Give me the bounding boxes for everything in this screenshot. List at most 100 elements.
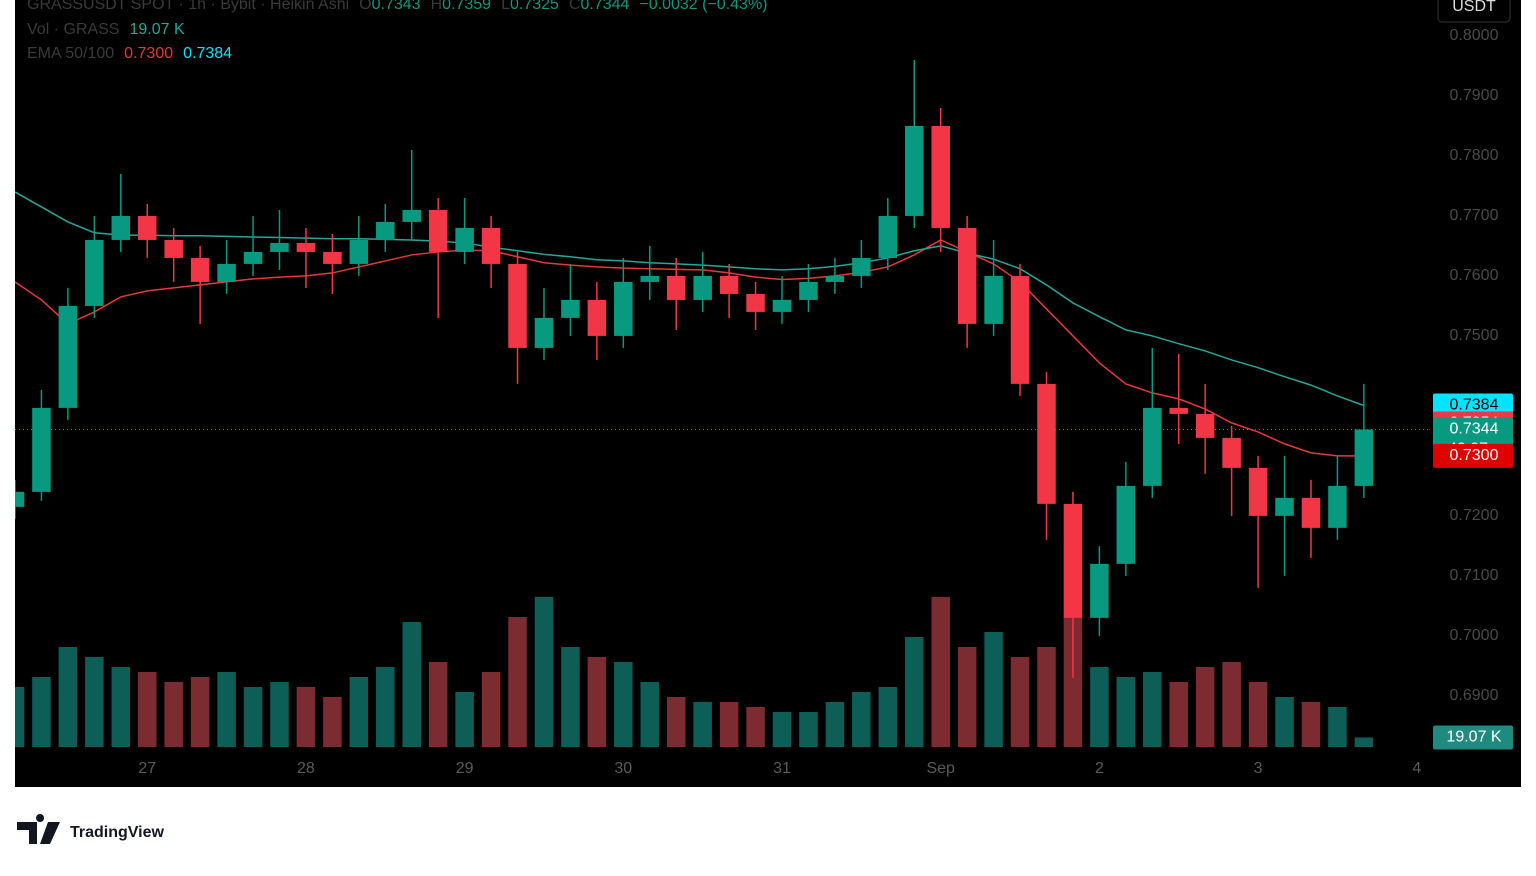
change: −0.0032 (−0.43%)	[639, 0, 767, 13]
volume-tag-label: 19.07 K	[1446, 729, 1501, 746]
volume-bar	[746, 707, 765, 747]
candle-body	[957, 227, 977, 324]
currency[interactable]: USDT	[1452, 0, 1496, 15]
volume-bar	[137, 672, 157, 747]
candle-body	[772, 299, 792, 312]
volume-bar	[58, 647, 78, 747]
candle-body	[534, 317, 554, 348]
candle-body	[111, 215, 131, 240]
volume-legend: Vol · GRASS	[27, 21, 119, 38]
candle-body	[428, 209, 448, 252]
candle-body	[1195, 413, 1215, 438]
candle-body	[825, 275, 845, 282]
candle-body	[878, 215, 898, 258]
brand-logo	[17, 814, 60, 844]
volume-bar	[1090, 667, 1109, 747]
candle-body	[217, 263, 236, 282]
volume-bar	[296, 687, 316, 747]
volume-bar	[904, 637, 924, 747]
volume-bar	[243, 687, 263, 747]
volume-bar	[508, 617, 527, 747]
volume-bar	[270, 682, 289, 747]
ema-line	[15, 191, 1365, 407]
y-tick-label: 0.7700	[1450, 207, 1499, 224]
x-tick-label: 29	[456, 760, 474, 777]
price-tag-label: 0.7384	[1450, 397, 1499, 414]
candle-body	[1301, 497, 1321, 528]
ohlc-value: 0.7325	[510, 0, 559, 13]
price-tag	[1433, 443, 1513, 468]
legend-row: Vol · GRASS 19.07 K	[27, 21, 185, 38]
volume-bar	[1301, 702, 1321, 747]
volume-bar	[984, 632, 1003, 747]
y-tick-label: 0.7000	[1450, 627, 1499, 644]
currency-button[interactable]	[1437, 0, 1511, 23]
volume-bar	[376, 667, 395, 747]
candle-body	[190, 257, 210, 282]
volume-bar	[878, 687, 898, 747]
brand: TradingView	[70, 824, 165, 841]
candle-body	[904, 125, 924, 216]
ema-legend: EMA 50/100	[27, 45, 114, 62]
candle-body	[614, 281, 633, 336]
y-tick-label: 0.7500	[1450, 327, 1499, 344]
candle-body	[32, 407, 51, 492]
price-tag-label: 0.7344	[1450, 421, 1499, 438]
candle-body	[349, 239, 369, 264]
candle-body	[243, 251, 263, 264]
volume-bar	[1010, 657, 1030, 747]
volume-bar	[852, 692, 871, 747]
volume-bar	[587, 657, 607, 747]
candle-body	[1248, 467, 1268, 516]
volume-legend-value: 19.07 K	[129, 21, 184, 38]
volume-bar	[1037, 647, 1056, 747]
volume-bar	[217, 672, 236, 747]
legend: GRASSUSDT SPOT · 1h · Bybit · Heikin Ash…	[27, 0, 768, 62]
volume-bar	[614, 662, 633, 747]
x-tick-label: Sep	[926, 760, 955, 777]
volume-bar	[640, 682, 660, 747]
candle-body	[1169, 407, 1188, 414]
candle-body	[296, 242, 316, 252]
plot	[15, 59, 1430, 747]
volume-bar	[1195, 667, 1215, 747]
volume-bar	[719, 702, 739, 747]
legend-row: EMA 50/100 0.7300 0.7384	[27, 45, 232, 62]
volume-bar	[534, 597, 554, 747]
candle-body	[719, 275, 739, 294]
candle-body	[164, 239, 183, 258]
ohlc-key: H	[431, 0, 443, 13]
volume-bar	[428, 662, 448, 747]
volume-bar	[1248, 682, 1268, 747]
candle-body	[587, 299, 607, 336]
x-tick-label: 28	[297, 760, 315, 777]
ohlc-key: C	[569, 0, 581, 13]
volume-bar	[32, 677, 51, 747]
candle-body	[270, 242, 289, 252]
volume-bar	[1063, 617, 1083, 747]
ema-value: 0.7300	[124, 45, 173, 62]
candle-body	[1010, 275, 1030, 384]
volume-bar	[1169, 682, 1188, 747]
x-tick-label: 3	[1254, 760, 1263, 777]
volume-bar	[1328, 707, 1347, 747]
candle-body	[85, 239, 104, 306]
y-tick-label: 0.7900	[1450, 87, 1499, 104]
volume-bar	[799, 712, 818, 747]
candle-body	[1328, 485, 1347, 528]
volume-bar	[85, 657, 104, 747]
candle-body	[1116, 485, 1136, 564]
volume-bar	[1354, 737, 1374, 747]
candle-body	[640, 275, 660, 282]
x-tick-label: 31	[773, 760, 791, 777]
candle-body	[746, 293, 765, 312]
x-tick-label: 2	[1095, 760, 1104, 777]
candle-body	[58, 305, 78, 408]
volume-bar	[1275, 697, 1294, 747]
ohlc-value: 0.7344	[580, 0, 629, 13]
x-tick-label: 30	[614, 760, 632, 777]
ema-value: 0.7384	[183, 45, 232, 62]
candle-body	[1063, 503, 1083, 618]
